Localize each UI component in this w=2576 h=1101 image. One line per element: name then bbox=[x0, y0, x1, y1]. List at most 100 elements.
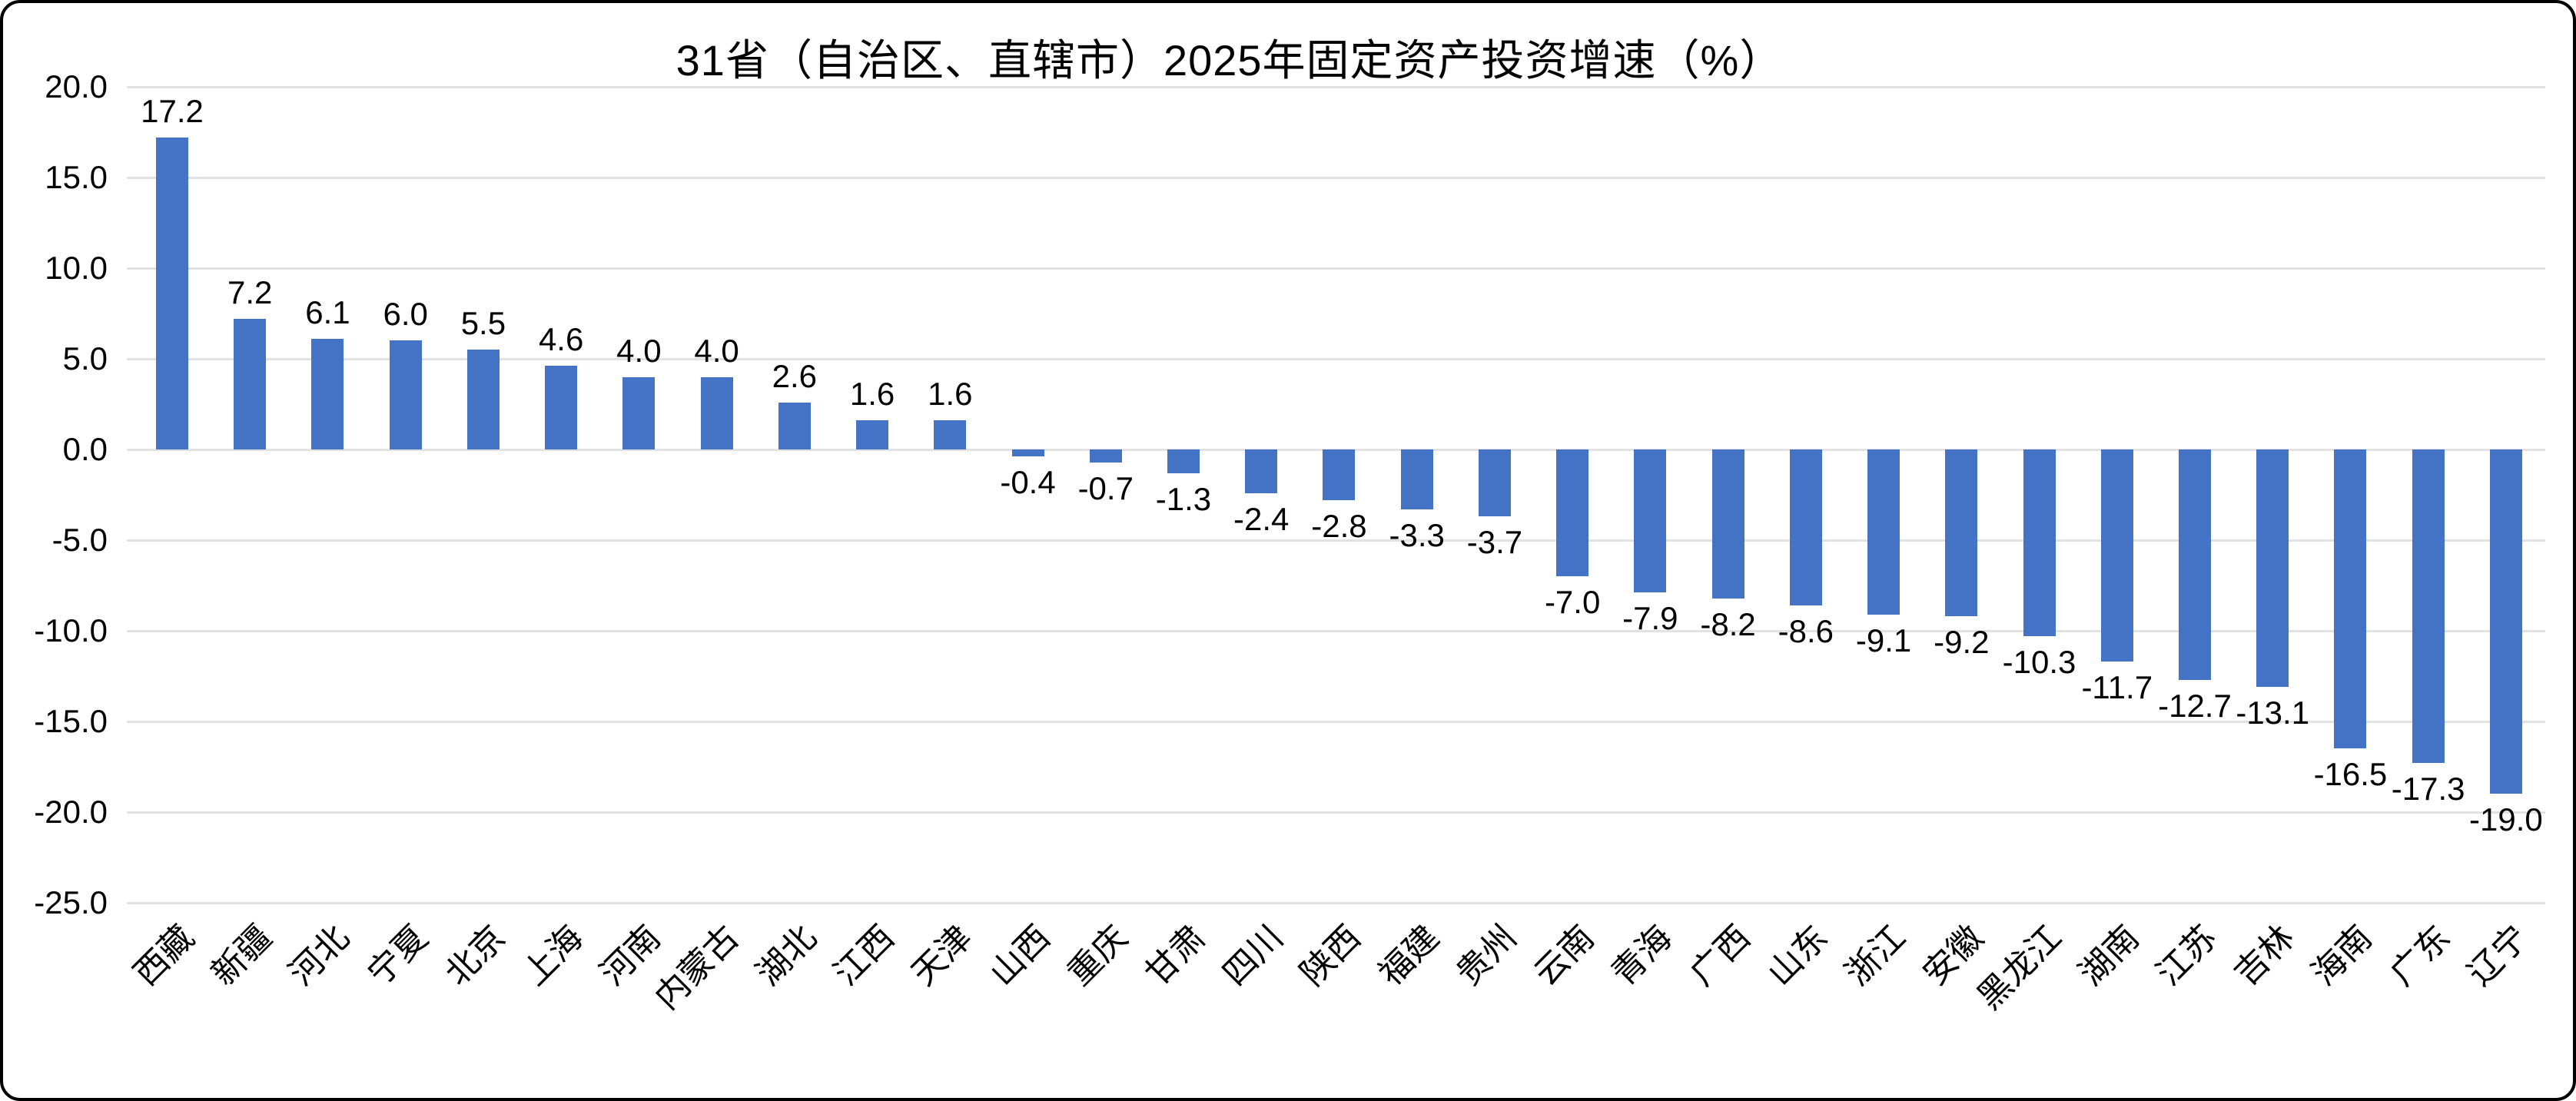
x-tick-label: 青海 bbox=[1605, 918, 1680, 993]
bar-黑龙江 bbox=[2023, 449, 2056, 637]
bar-广东 bbox=[2412, 449, 2445, 764]
x-tick-label: 宁夏 bbox=[360, 918, 435, 993]
value-label: -12.7 bbox=[2158, 687, 2232, 724]
value-label: -3.7 bbox=[1466, 524, 1523, 561]
x-tick-label: 新疆 bbox=[204, 918, 280, 993]
x-tick-label: 陕西 bbox=[1293, 918, 1369, 993]
x-tick-label: 云南 bbox=[1527, 918, 1602, 993]
value-label: -3.3 bbox=[1389, 516, 1445, 553]
y-tick-label: 0.0 bbox=[62, 431, 108, 467]
x-tick-label: 天津 bbox=[905, 918, 980, 993]
x-tick-label: 甘肃 bbox=[1138, 918, 1213, 993]
value-label: -11.7 bbox=[2081, 669, 2153, 706]
value-label: 7.2 bbox=[227, 274, 273, 311]
x-tick-label: 湖北 bbox=[749, 918, 824, 993]
bar-湖南 bbox=[2100, 449, 2133, 662]
bar-广西 bbox=[1711, 449, 1744, 599]
bar-湖北 bbox=[778, 402, 811, 449]
gridline bbox=[127, 357, 2545, 360]
bar-西藏 bbox=[156, 138, 188, 449]
y-tick-label: 10.0 bbox=[45, 250, 108, 286]
bar-山西 bbox=[1011, 449, 1044, 457]
value-label: 6.0 bbox=[383, 296, 428, 333]
value-label: 4.0 bbox=[616, 332, 662, 369]
value-label: -8.6 bbox=[1778, 612, 1834, 649]
value-label: -1.3 bbox=[1155, 480, 1212, 517]
value-label: 4.0 bbox=[694, 332, 739, 369]
value-label: 5.5 bbox=[460, 305, 506, 342]
x-tick-label: 福建 bbox=[1371, 918, 1446, 993]
y-tick-label: -10.0 bbox=[34, 612, 108, 648]
x-tick-label: 西藏 bbox=[127, 918, 201, 993]
bar-江苏 bbox=[2178, 449, 2211, 680]
bar-北京 bbox=[466, 350, 500, 449]
bar-安徽 bbox=[1945, 449, 1978, 617]
value-label: -7.0 bbox=[1544, 584, 1601, 621]
gridline bbox=[127, 811, 2545, 814]
x-tick-label: 河北 bbox=[282, 918, 357, 993]
gridline bbox=[127, 267, 2545, 270]
chart-title: 31省（自治区、直辖市）2025年固定资产投资增速（%） bbox=[676, 36, 1784, 85]
bar-河南 bbox=[622, 376, 656, 449]
y-tick-label: -5.0 bbox=[51, 522, 108, 558]
bar-青海 bbox=[1634, 449, 1667, 593]
x-tick-label: 黑龙江 bbox=[1970, 918, 2069, 1017]
x-tick-label: 浙江 bbox=[1838, 918, 1914, 993]
value-label: 1.6 bbox=[928, 376, 973, 413]
x-tick-label: 广西 bbox=[1682, 918, 1758, 993]
value-label: -10.3 bbox=[2002, 644, 2076, 681]
value-label: -0.7 bbox=[1077, 469, 1134, 506]
gridline bbox=[127, 629, 2545, 632]
value-label: -9.2 bbox=[1934, 624, 1990, 661]
x-tick-label: 海南 bbox=[2305, 918, 2380, 993]
bar-宁夏 bbox=[389, 340, 422, 449]
gridline bbox=[127, 176, 2545, 179]
value-label: -2.8 bbox=[1311, 508, 1367, 545]
x-tick-label: 吉林 bbox=[2227, 918, 2302, 993]
bar-山东 bbox=[1789, 449, 1822, 605]
bar-吉林 bbox=[2256, 449, 2289, 688]
value-label: 6.1 bbox=[305, 294, 350, 331]
gridline bbox=[127, 901, 2545, 904]
x-tick-label: 辽宁 bbox=[2460, 918, 2535, 993]
x-tick-label: 内蒙古 bbox=[647, 918, 746, 1017]
value-label: -9.1 bbox=[1855, 622, 1912, 658]
value-label: 17.2 bbox=[141, 93, 204, 130]
value-label: -8.2 bbox=[1700, 605, 1756, 642]
x-tick-label: 四川 bbox=[1216, 918, 1291, 993]
x-tick-label: 重庆 bbox=[1060, 918, 1135, 993]
bar-贵州 bbox=[1478, 449, 1511, 517]
value-label: 4.6 bbox=[538, 321, 584, 358]
y-tick-label: 20.0 bbox=[45, 68, 108, 104]
value-label: -13.1 bbox=[2236, 695, 2310, 731]
bar-重庆 bbox=[1089, 449, 1122, 463]
y-tick-label: -20.0 bbox=[34, 794, 108, 830]
bar-天津 bbox=[934, 420, 967, 449]
x-tick-label: 江苏 bbox=[2149, 918, 2224, 993]
gridline bbox=[127, 539, 2545, 542]
x-tick-label: 北京 bbox=[437, 918, 513, 993]
x-tick-label: 广东 bbox=[2382, 918, 2458, 993]
bar-福建 bbox=[1400, 449, 1433, 509]
bar-陕西 bbox=[1323, 449, 1356, 501]
bar-上海 bbox=[545, 366, 578, 449]
x-tick-label: 江西 bbox=[827, 918, 902, 993]
bar-海南 bbox=[2334, 449, 2367, 749]
bar-新疆 bbox=[234, 319, 267, 449]
value-label: 1.6 bbox=[849, 376, 895, 413]
value-label: 2.6 bbox=[772, 357, 818, 394]
bar-辽宁 bbox=[2489, 449, 2522, 794]
y-tick-label: 5.0 bbox=[62, 340, 108, 376]
gridline bbox=[127, 85, 2545, 88]
y-tick-label: -15.0 bbox=[34, 703, 108, 739]
y-tick-label: -25.0 bbox=[34, 884, 108, 920]
bar-江西 bbox=[856, 420, 889, 449]
value-label: -16.5 bbox=[2313, 756, 2388, 793]
y-tick-label: 15.0 bbox=[45, 159, 108, 195]
x-tick-label: 湖南 bbox=[2071, 918, 2146, 993]
value-label: -0.4 bbox=[1000, 464, 1056, 501]
value-label: -2.4 bbox=[1233, 500, 1290, 537]
bar-甘肃 bbox=[1167, 449, 1200, 473]
